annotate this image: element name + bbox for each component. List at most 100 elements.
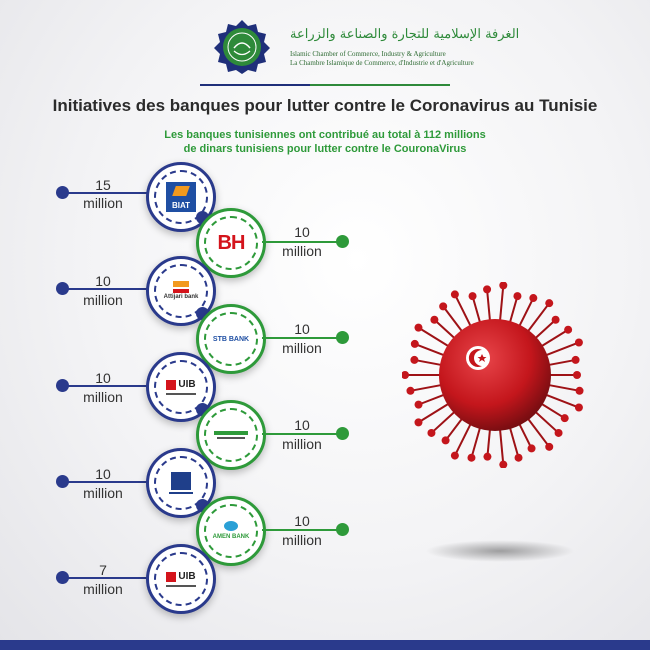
- connector-line: [262, 241, 342, 243]
- amount-value: 10: [294, 417, 310, 433]
- subtitle-line-2: de dinars tunisiens pour lutter contre l…: [183, 143, 467, 155]
- virus-spike: [525, 415, 551, 448]
- connector-line: [262, 337, 342, 339]
- virus-spike: [543, 392, 580, 409]
- virus-spike-tip: [450, 451, 459, 460]
- tunisia-flag-star: [477, 354, 487, 362]
- connector-line: [262, 433, 342, 435]
- virus-spike-tip: [410, 355, 419, 364]
- bank-badge-attijari: Attijari bank: [146, 256, 216, 326]
- virus-spike: [517, 297, 535, 329]
- tunisia-flag-crescent: [468, 349, 482, 367]
- virus-spike-tip: [439, 302, 448, 311]
- virus-spike: [453, 293, 473, 329]
- virus-spike-tip: [513, 292, 522, 301]
- virus-spike: [498, 426, 505, 465]
- footer-bar: [0, 640, 650, 650]
- timeline-dot: [56, 282, 69, 295]
- bank-badge-amen: AMEN BANK: [196, 496, 266, 566]
- amount-unit: million: [83, 485, 123, 501]
- virus-spike-tip: [414, 418, 423, 427]
- virus-spike-tip: [529, 294, 538, 303]
- virus-spike-tip: [414, 400, 423, 409]
- connector-line: [62, 385, 152, 387]
- virus-spike: [545, 383, 580, 392]
- bank-logo-stb: STB BANK: [204, 312, 258, 366]
- virus-spike-tip: [499, 460, 508, 468]
- virus-spike-tip: [574, 403, 583, 412]
- virus-spike: [430, 409, 458, 434]
- virus-spike-tip: [410, 339, 419, 348]
- virus-spike-tip: [560, 414, 569, 423]
- virus-spike-tip: [467, 453, 476, 462]
- bank-logo-uib-2: UIB: [154, 552, 208, 606]
- connector-line: [262, 529, 342, 531]
- virus-spike: [418, 392, 447, 406]
- virus-spike-tip: [406, 386, 415, 395]
- virus-shadow: [425, 540, 575, 562]
- virus-spike: [517, 421, 533, 449]
- amount-value: 10: [95, 273, 111, 289]
- virus-spike: [442, 305, 465, 335]
- coronavirus-illustration: [402, 282, 584, 468]
- timeline-dot: [56, 475, 69, 488]
- virus-spike: [444, 415, 465, 442]
- amount-value: 10: [294, 224, 310, 240]
- virus-spike: [410, 383, 445, 392]
- virus-spike: [532, 319, 557, 341]
- amount-unit: million: [83, 292, 123, 308]
- virus-spike: [486, 426, 492, 457]
- virus-spike: [470, 424, 482, 458]
- virus-spike: [417, 401, 452, 424]
- org-name-arabic: الغرفة الإسلامية للتجارة والصناعة والزرا…: [290, 27, 520, 42]
- bank-logo-biat: BIAT: [154, 170, 208, 224]
- header-divider-green: [310, 84, 450, 86]
- virus-spike: [508, 295, 519, 326]
- virus-spike-tip: [468, 292, 477, 301]
- bank-badge-uib-2: UIB: [146, 544, 216, 614]
- virus-spike: [532, 409, 560, 434]
- bank-logo-bh: BH: [204, 216, 258, 270]
- amount-value: 7: [99, 562, 107, 578]
- virus-spike-tip: [450, 290, 459, 299]
- virus-spike-tip: [430, 315, 439, 324]
- virus-spike-tip: [545, 442, 554, 451]
- timeline-dot: [336, 427, 349, 440]
- virus-spike-tip: [483, 452, 492, 461]
- amount-unit: million: [282, 436, 322, 452]
- amount-value: 10: [95, 466, 111, 482]
- amount-value: 15: [95, 177, 111, 193]
- amount-unit: million: [83, 581, 123, 597]
- virus-spike-tip: [554, 428, 563, 437]
- virus-spike-tip: [551, 315, 560, 324]
- connector-line: [62, 192, 152, 194]
- virus-spike-tip: [499, 282, 508, 290]
- bank-logo-text: Attijari bank: [163, 293, 199, 300]
- amount-unit: million: [282, 243, 322, 259]
- amount-value: 10: [294, 321, 310, 337]
- amount-unit: million: [282, 340, 322, 356]
- amount-unit: million: [282, 532, 322, 548]
- virus-spike: [543, 341, 580, 358]
- bank-logo-text: UIB: [178, 571, 196, 582]
- virus-spike-tip: [575, 386, 584, 395]
- header-divider-blue: [200, 84, 310, 86]
- virus-spike-tip: [483, 285, 492, 294]
- amount-unit: million: [83, 195, 123, 211]
- virus-spike: [414, 343, 447, 358]
- bank-logo-uib: UIB: [154, 360, 208, 414]
- virus-spike: [508, 424, 520, 458]
- virus-spike: [538, 328, 569, 349]
- page-title: Initiatives des banques pour lutter cont…: [52, 96, 598, 115]
- virus-spike: [486, 289, 492, 324]
- bank-logo-text: AMEN BANK: [212, 533, 250, 540]
- virus-spike: [414, 358, 445, 367]
- virus-spike-tip: [571, 355, 580, 364]
- virus-spike: [453, 421, 473, 457]
- amount-value: 10: [294, 513, 310, 529]
- timeline-dot: [56, 186, 69, 199]
- virus-spike-tip: [427, 428, 436, 437]
- timeline-dot: [336, 331, 349, 344]
- virus-spike-tip: [441, 436, 450, 445]
- timeline-dot: [336, 523, 349, 536]
